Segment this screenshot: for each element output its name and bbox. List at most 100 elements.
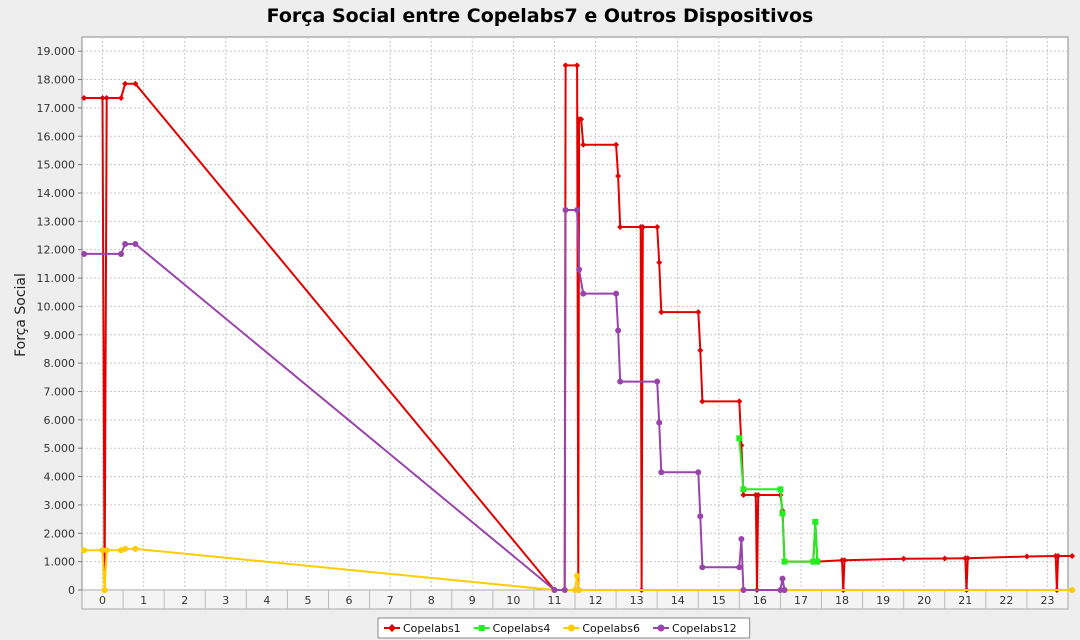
x-tick-label: 23 [1040,594,1054,607]
y-tick-label: 15.000 [37,159,76,172]
data-point-copelabs1 [574,62,581,69]
data-point-copelabs12 [779,575,786,582]
data-point-copelabs1 [658,309,665,316]
data-point-copelabs6 [81,547,88,554]
x-tick-label: 21 [958,594,972,607]
x-tick-label: 7 [387,594,394,607]
data-point-copelabs12 [736,564,743,571]
y-tick-label: 8.000 [44,357,76,370]
data-point-copelabs12 [617,378,624,385]
data-point-copelabs1 [613,141,620,148]
x-tick-label: 22 [999,594,1013,607]
data-point-copelabs4 [740,486,747,493]
data-point-copelabs1 [1055,552,1062,559]
data-point-copelabs4 [812,518,819,525]
series-line-copelabs4 [738,438,819,563]
chart-title: Força Social entre Copelabs7 e Outros Di… [267,5,814,27]
data-point-copelabs12 [576,266,583,273]
data-point-copelabs12 [699,564,706,571]
data-point-copelabs1 [1069,552,1076,559]
data-point-copelabs1 [118,94,125,101]
data-point-copelabs12 [551,587,558,593]
legend-label-copelabs6: Copelabs6 [582,622,640,635]
data-point-copelabs12 [656,419,663,426]
data-point-copelabs12 [615,327,622,334]
data-point-copelabs4 [781,558,788,565]
data-point-copelabs6 [572,587,578,593]
data-point-copelabs6 [122,545,129,552]
y-axis-label: Força Social [13,273,29,357]
data-point-copelabs1 [736,398,743,405]
data-point-copelabs4 [810,558,817,565]
x-tick-label: 19 [876,594,890,607]
x-tick-label: 5 [304,594,311,607]
data-point-copelabs1 [103,94,110,101]
data-point-copelabs4 [777,486,784,493]
data-point-copelabs4 [736,435,743,442]
y-tick-label: 3.000 [44,499,76,512]
data-point-copelabs1 [699,398,706,405]
y-tick-label: 0 [68,584,75,597]
x-tick-label: 13 [630,594,644,607]
legend-marker-copelabs4 [478,625,485,631]
data-point-copelabs4 [814,558,821,565]
x-tick-label: 16 [753,594,767,607]
y-tick-label: 14.000 [37,187,76,200]
y-tick-label: 4.000 [44,471,76,484]
data-point-copelabs1 [941,555,948,562]
y-axis-ticks: 0 1.000 2.000 3.000 4.000 5.000 6.000 7.000 8.00… [37,45,82,597]
legend-label-copelabs12: Copelabs12 [672,622,737,635]
legend: Copelabs1 Copelabs4 Copelabs6 Copelabs12 [377,617,751,639]
data-point-copelabs6 [99,547,106,554]
x-tick-label: 4 [263,594,270,607]
y-tick-label: 2.000 [44,527,76,540]
legend-marker-copelabs1 [388,624,396,632]
y-tick-label: 19.000 [37,45,76,58]
legend-marker-copelabs12 [657,624,665,632]
data-point-copelabs12 [781,587,788,593]
x-axis-ticks: 0 1 2 3 4 5 6 7 8 9 10 11 12 13 14 15 16 17 18 19 20 21 22 23 [81,589,1069,610]
y-tick-label: 18.000 [37,74,76,87]
y-tick-label: 9.000 [44,329,76,342]
x-tick-label: 8 [428,594,435,607]
data-point-copelabs1 [580,141,587,148]
x-tick-label: 17 [794,594,808,607]
data-point-copelabs12 [695,469,702,476]
data-point-copelabs12 [122,241,129,248]
data-point-copelabs12 [562,206,569,213]
data-point-copelabs12 [132,241,139,248]
y-tick-label: 12.000 [37,244,76,257]
data-point-copelabs1 [697,347,704,354]
y-tick-label: 7.000 [44,385,76,398]
data-point-copelabs1 [122,80,129,87]
data-point-copelabs12 [580,290,587,297]
legend-marker-copelabs6 [567,624,575,632]
data-point-copelabs12 [658,469,665,476]
y-tick-label: 11.000 [37,272,76,285]
data-point-copelabs4 [779,510,786,517]
data-point-copelabs1 [695,309,702,316]
legend-label-copelabs1: Copelabs1 [403,622,461,635]
data-point-copelabs1 [639,224,646,231]
data-point-copelabs1 [841,557,848,564]
plot-area [81,36,1069,591]
grid [82,37,1068,591]
data-point-copelabs1 [656,259,663,266]
data-point-copelabs1 [132,80,139,87]
y-tick-label: 10.000 [37,300,76,313]
data-point-copelabs12 [574,206,581,213]
data-point-copelabs12 [561,587,568,593]
data-point-copelabs12 [697,513,704,520]
data-point-copelabs1 [900,555,907,562]
data-point-copelabs6 [101,587,108,593]
data-point-copelabs12 [738,535,745,542]
data-point-copelabs1 [1023,553,1030,560]
x-tick-label: 11 [547,594,561,607]
data-point-copelabs1 [740,491,747,498]
y-tick-label: 5.000 [44,442,76,455]
x-tick-label: 0 [99,594,106,607]
data-point-copelabs1 [562,62,569,69]
data-point-copelabs12 [118,250,125,257]
x-tick-label: 10 [506,594,520,607]
series-lines [81,62,1076,593]
